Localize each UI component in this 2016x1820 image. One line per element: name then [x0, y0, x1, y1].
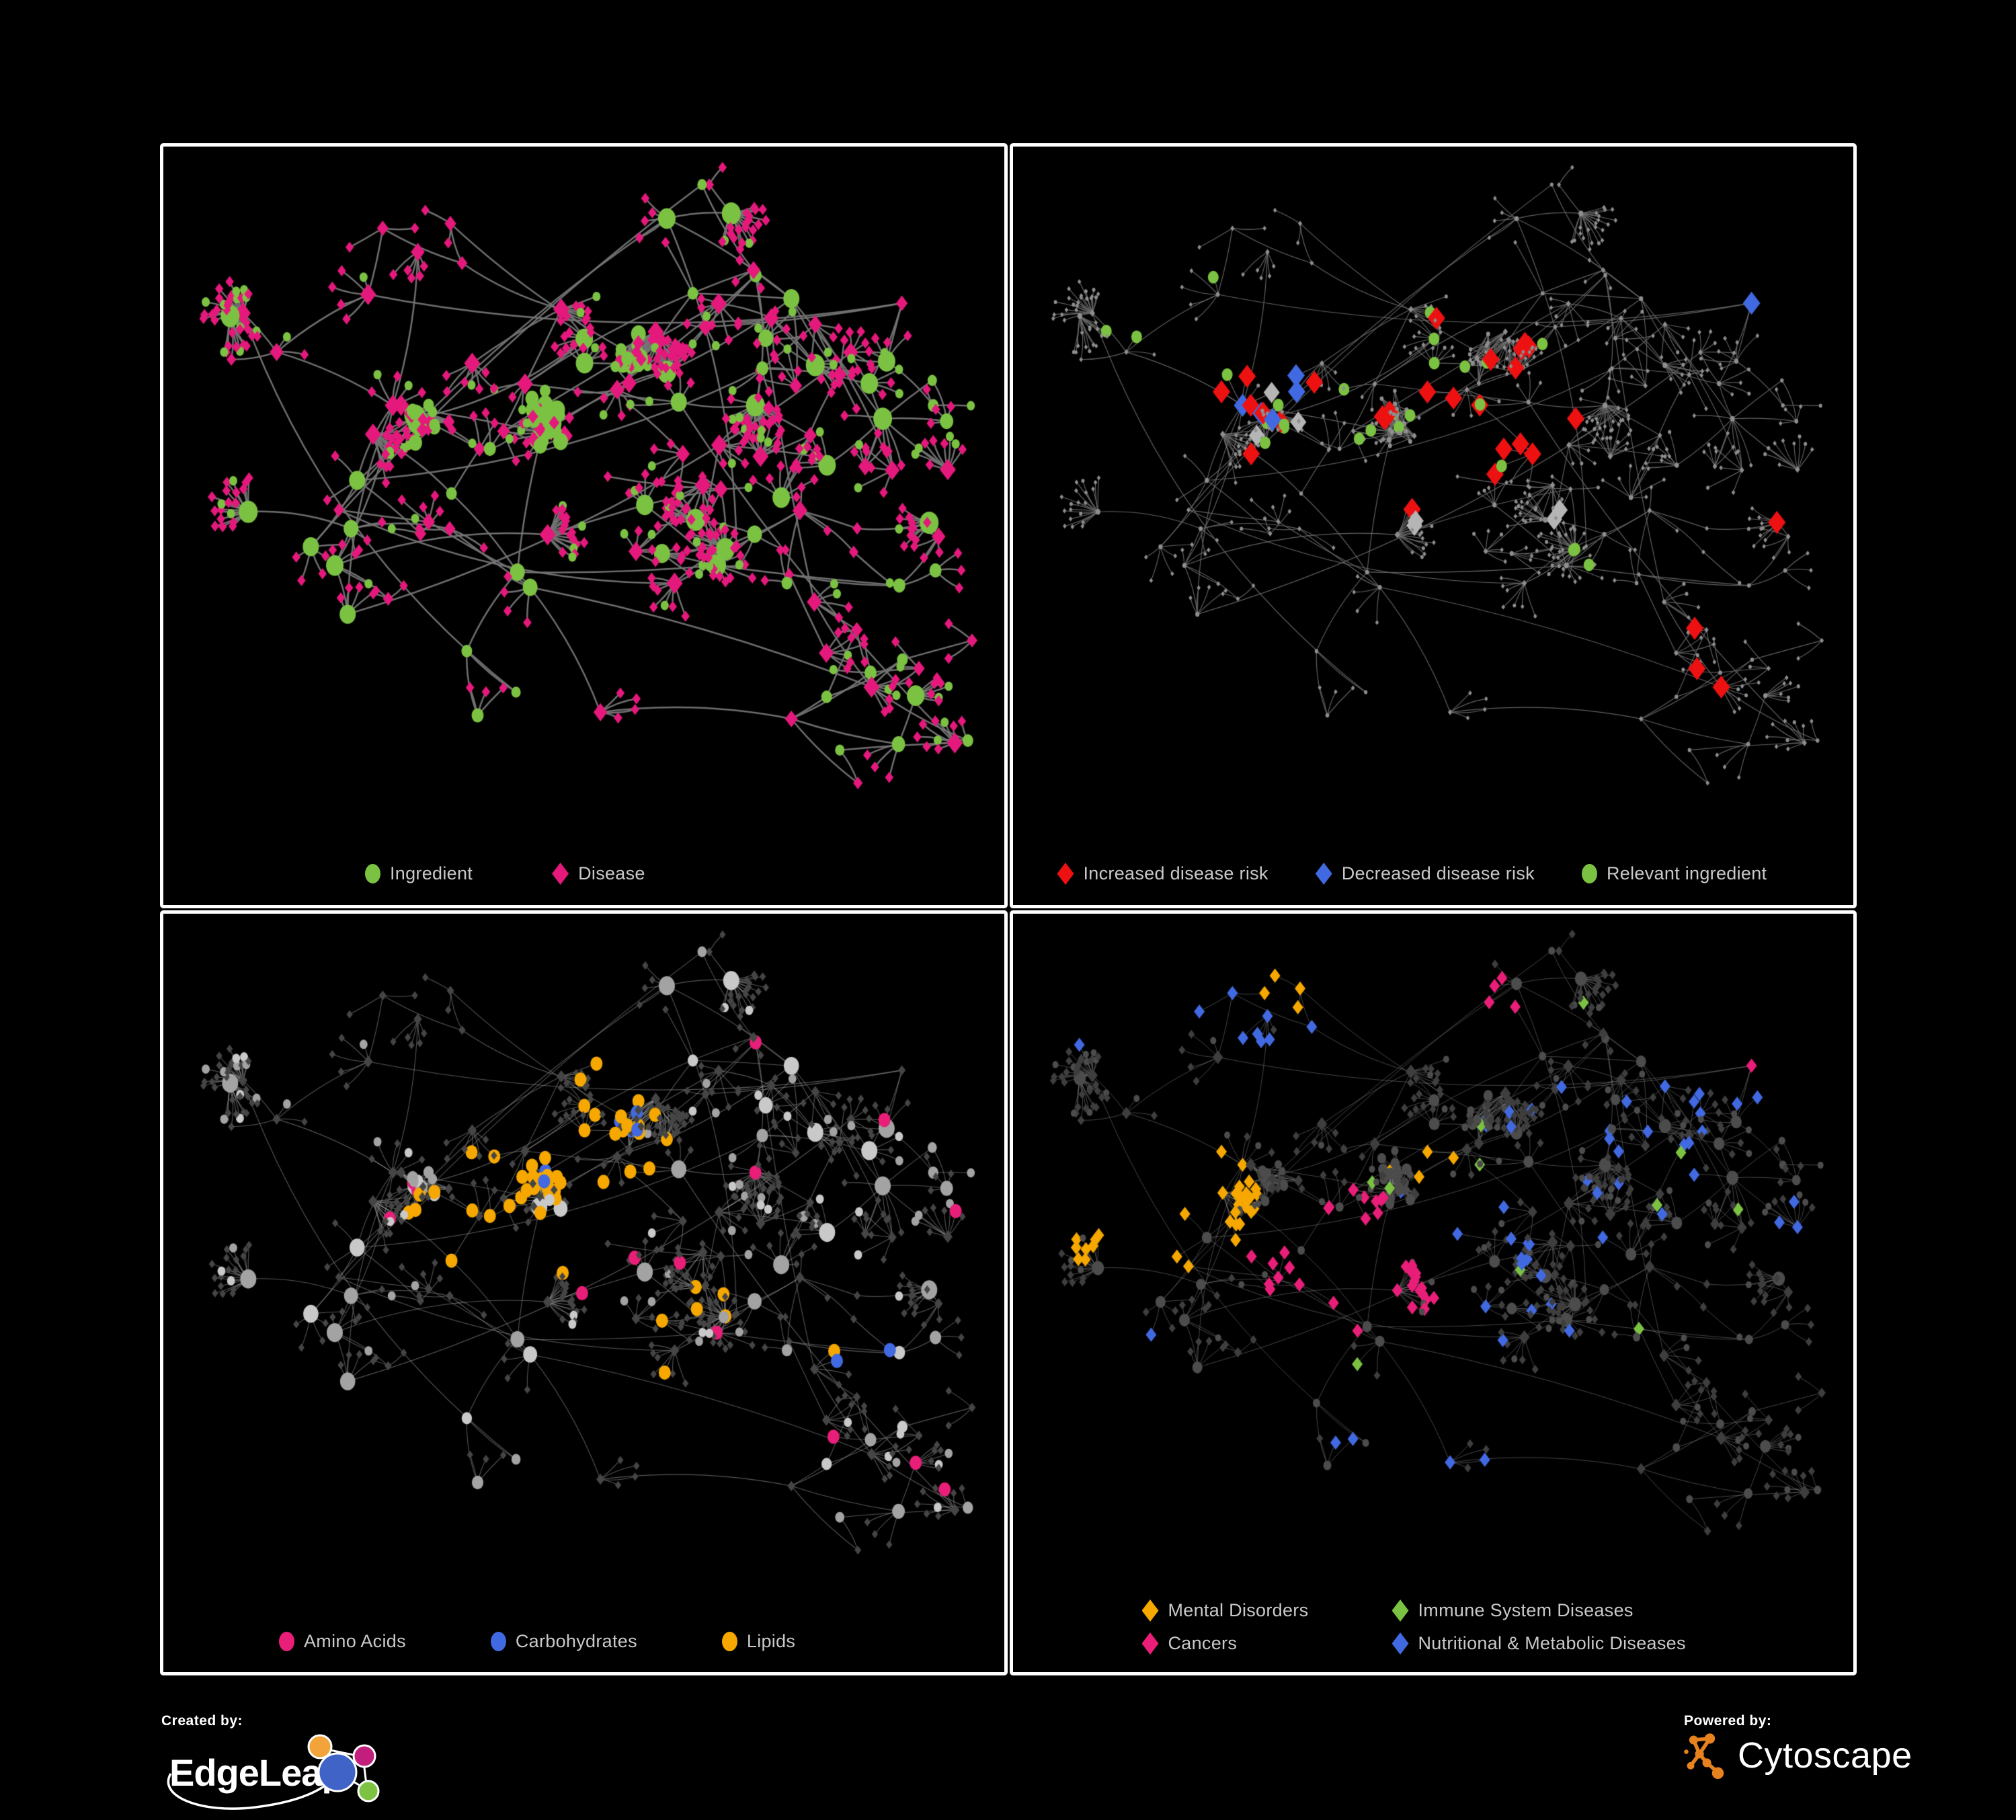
cytoscape-icon [1684, 1733, 1724, 1779]
legend-item-ingredient: Ingredient [365, 863, 473, 884]
legend-label-decreased-risk: Decreased disease risk [1341, 863, 1535, 883]
legend-item-amino-acids: Amino Acids [279, 1631, 406, 1652]
relevant-ingredient-marker-icon [1581, 864, 1597, 883]
svg-text:EdgeLeap: EdgeLeap [169, 1751, 344, 1794]
disease-marker-icon [552, 863, 569, 885]
lipids-marker-icon [721, 1632, 737, 1651]
legend-disease-risk: Increased disease risk Decreased disease… [1013, 863, 1854, 885]
created-by-label: Created by: [161, 1713, 243, 1729]
edgeleap-logo-icon: EdgeLeap [167, 1734, 380, 1810]
legend-label-immune-diseases: Immune System Diseases [1418, 1600, 1634, 1620]
legend-label-relevant-ingredient: Relevant ingredient [1606, 863, 1767, 883]
immune-diseases-marker-icon [1392, 1599, 1409, 1622]
edgeleap-logo: EdgeLeap [161, 1732, 393, 1816]
legend-label-disease: Disease [578, 863, 645, 883]
legend-label-carbohydrates: Carbohydrates [515, 1631, 637, 1651]
legend-ingredient-disease: Ingredient Disease [163, 863, 1004, 885]
legend-item-lipids: Lipids [721, 1631, 796, 1652]
panel-disease-classes: Mental Disorders Immune System Diseases … [1009, 910, 1857, 1675]
cancers-marker-icon [1141, 1632, 1159, 1655]
network-canvas-ingredient-disease [169, 152, 999, 819]
legend-item-cancers: Cancers [1141, 1632, 1392, 1655]
legend-item-nutritional-metabolic: Nutritional & Metabolic Diseases [1392, 1632, 1854, 1655]
legend-label-mental-disorders: Mental Disorders [1168, 1600, 1309, 1620]
legend-label-amino-acids: Amino Acids [304, 1631, 406, 1651]
legend-item-disease: Disease [552, 863, 645, 885]
legend-item-relevant-ingredient: Relevant ingredient [1581, 863, 1767, 884]
mental-disorders-marker-icon [1141, 1599, 1159, 1622]
panel-disease-risk: Increased disease risk Decreased disease… [1009, 143, 1857, 908]
legend-label-cancers: Cancers [1168, 1633, 1238, 1653]
network-canvas-disease-classes [1018, 919, 1849, 1566]
legend-label-increased-risk: Increased disease risk [1083, 863, 1268, 883]
increased-risk-marker-icon [1057, 863, 1074, 885]
network-canvas-nutrient-classes [169, 919, 999, 1586]
legend-label-ingredient: Ingredient [390, 863, 473, 883]
cytoscape-logo: Cytoscape [1684, 1732, 1912, 1779]
created-by-credit: Created by: EdgeLeap [161, 1713, 393, 1816]
legend-label-lipids: Lipids [746, 1631, 796, 1651]
panel-ingredient-disease: Ingredient Disease [160, 143, 1008, 908]
legend-item-increased-risk: Increased disease risk [1057, 863, 1268, 885]
nutritional-metabolic-marker-icon [1392, 1632, 1409, 1655]
panel-grid: Ingredient Disease Increased disease ris… [160, 143, 1857, 1675]
legend-item-mental-disorders: Mental Disorders [1141, 1599, 1392, 1622]
legend-item-immune-diseases: Immune System Diseases [1392, 1599, 1854, 1622]
cytoscape-name: Cytoscape [1738, 1735, 1912, 1776]
panel-nutrient-classes: Amino Acids Carbohydrates Lipids [160, 910, 1008, 1675]
network-canvas-disease-risk [1018, 152, 1849, 819]
amino-acids-marker-icon [279, 1632, 294, 1651]
legend-item-carbohydrates: Carbohydrates [490, 1631, 637, 1652]
carbohydrates-marker-icon [490, 1632, 506, 1651]
legend-nutrient-classes: Amino Acids Carbohydrates Lipids [163, 1631, 1004, 1652]
legend-item-decreased-risk: Decreased disease risk [1315, 863, 1535, 885]
legend-label-nutritional-metabolic: Nutritional & Metabolic Diseases [1418, 1633, 1686, 1653]
ingredient-marker-icon [365, 864, 380, 883]
powered-by-label: Powered by: [1684, 1713, 1772, 1729]
edgeleap-nodes-icon [307, 1734, 380, 1803]
legend-disease-classes: Mental Disorders Immune System Diseases … [1013, 1599, 1854, 1655]
powered-by-credit: Powered by: Cytoscape [1684, 1713, 1912, 1779]
decreased-risk-marker-icon [1315, 863, 1332, 885]
